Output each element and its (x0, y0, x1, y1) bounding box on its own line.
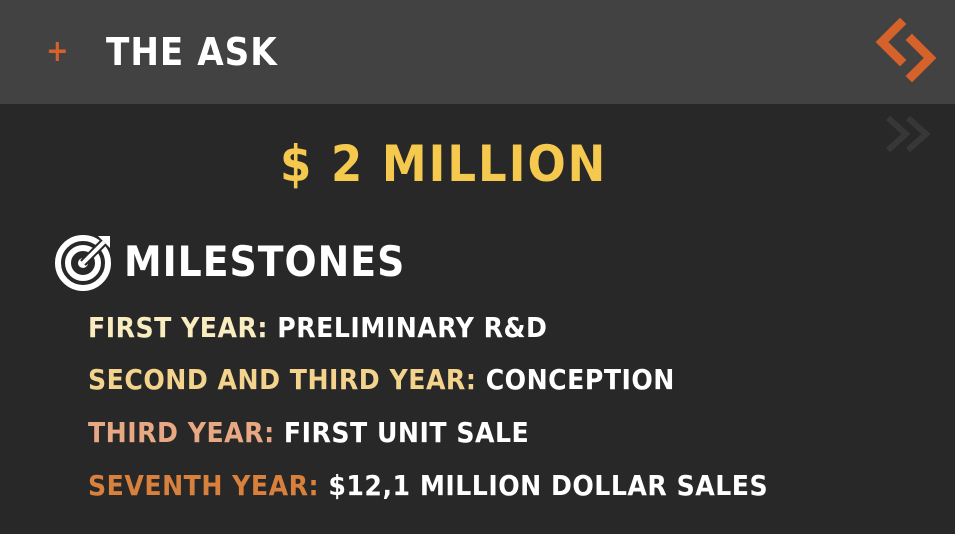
milestone-label: FIRST YEAR: (88, 311, 268, 344)
decorative-chevron-icon (886, 115, 931, 153)
milestone-value: PRELIMINARY R&D (277, 311, 548, 344)
milestone-value: FIRST UNIT SALE (283, 416, 530, 449)
chevron-logo-icon (875, 18, 937, 82)
slide-title: THE ASK (106, 30, 278, 74)
milestone-item: FIRST YEAR: PRELIMINARY R&D (88, 310, 547, 346)
milestone-label: THIRD YEAR: (88, 416, 275, 449)
milestone-value: CONCEPTION (485, 363, 675, 396)
milestone-item: SECOND AND THIRD YEAR: CONCEPTION (88, 362, 675, 398)
milestone-label: SECOND AND THIRD YEAR: (88, 363, 477, 396)
milestone-item: THIRD YEAR: FIRST UNIT SALE (88, 415, 529, 451)
plus-icon[interactable]: + (46, 34, 69, 69)
milestone-label: SEVENTH YEAR: (88, 469, 320, 502)
milestones-heading: MILESTONES (124, 237, 406, 286)
milestone-item: SEVENTH YEAR: $12,1 MILLION DOLLAR SALES (88, 468, 768, 504)
header-bar: + THE ASK (0, 0, 955, 104)
milestone-value: $12,1 MILLION DOLLAR SALES (328, 469, 769, 502)
target-icon (55, 235, 111, 291)
ask-amount: $ 2 MILLION (280, 135, 608, 193)
